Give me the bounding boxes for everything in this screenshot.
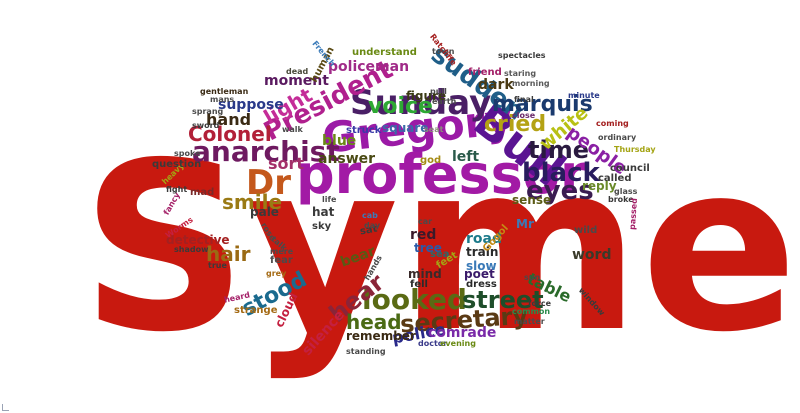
word-understand: understand (352, 47, 417, 58)
word-sense: sense (512, 193, 552, 207)
word-answer: answer (318, 151, 376, 167)
word-eyes: eyes (526, 176, 594, 206)
word-force: force (528, 299, 552, 308)
word-thursday: Thursday (614, 145, 656, 154)
word-called: called (598, 173, 632, 184)
word-mind: mind (408, 267, 442, 281)
word-gentleman: gentleman (200, 87, 249, 96)
word-glass: glass (614, 187, 638, 196)
word-minute: minute (568, 91, 600, 100)
word-detective: detective (166, 233, 230, 247)
word-dead: dead (286, 67, 309, 76)
word-blue: blue (322, 133, 357, 149)
word-coming: coming (596, 119, 629, 128)
word-dark: dark (478, 77, 514, 93)
word-god: god (420, 155, 442, 166)
word-question: question (152, 159, 202, 170)
word-mere: mere (270, 247, 294, 256)
word-spoke: spoke (174, 149, 201, 158)
word-broke: broke (608, 195, 634, 204)
word-sun: sun (524, 273, 541, 282)
word-life: life (322, 195, 337, 204)
word-mad: mad (190, 187, 215, 198)
word-dr: Dr (246, 163, 291, 203)
word-time: time (528, 136, 589, 164)
word-evening: evening (440, 339, 476, 348)
word-cried: cried (484, 112, 547, 137)
word-pull: pull (430, 87, 447, 96)
word-suppose: suppose (218, 97, 284, 113)
word-grey: grey (266, 269, 287, 278)
word-marquis: marquis (492, 92, 593, 117)
word-slow: slow (466, 259, 497, 273)
word-true: true (208, 261, 227, 270)
word-mr: Mr (516, 217, 534, 231)
word-sort: sort (268, 154, 305, 173)
word-black: black (522, 158, 600, 188)
word-remember: remember (346, 329, 416, 343)
word-fight: fight (166, 185, 188, 194)
word-fell: fell (410, 279, 428, 290)
word-strange: strange (234, 305, 278, 316)
word-earth: earth (432, 97, 457, 106)
word-colonel: Colonel (188, 122, 272, 146)
word-hair: hair (206, 242, 251, 266)
word-sea: sea (430, 249, 450, 260)
word-street: street (462, 286, 544, 314)
word-shadow: shadow (174, 245, 209, 254)
word-staring: staring (504, 69, 537, 78)
word-train: train (466, 245, 499, 259)
word-close: close (512, 111, 536, 120)
word-final: final (514, 95, 534, 104)
word-left: left (452, 149, 480, 165)
word-spectacles: spectacles (498, 51, 546, 60)
word-day: day (364, 221, 381, 230)
word-sprang: sprang (192, 107, 224, 116)
word-reply: reply (582, 179, 617, 193)
word-sky: sky (312, 221, 332, 232)
word-voice: voice (368, 94, 433, 119)
word-wild: wild (574, 225, 598, 236)
word-pale: pale (250, 205, 279, 219)
word-struck: struck (346, 125, 382, 136)
word-council: council (610, 163, 650, 174)
word-professor: professor (296, 143, 587, 206)
word-mans: mans (210, 95, 235, 104)
word-head: head (346, 310, 402, 334)
word-poet: poet (464, 267, 495, 281)
word-anarchist: anarchist (192, 135, 340, 168)
word-square: square (382, 121, 429, 135)
word-seat: seat (424, 125, 444, 134)
word-common: common (512, 307, 551, 316)
word-fear: fear (270, 255, 293, 266)
word-cab: cab (362, 211, 378, 220)
word-comrade: comrade (428, 325, 497, 341)
word-moment: moment (264, 73, 329, 89)
word-walk: walk (282, 125, 303, 134)
word-morning: morning (512, 79, 550, 88)
word-hand: hand (206, 110, 252, 129)
word-figure: figure (406, 89, 447, 103)
word-policeman: policeman (328, 59, 410, 75)
word-syme: Syme (80, 113, 798, 383)
word-road: road (466, 231, 502, 247)
word-tree: tree (414, 241, 442, 255)
corner-mark (2, 404, 9, 411)
word-car: car (418, 217, 433, 226)
word-word: word (572, 247, 612, 263)
word-standing: standing (346, 347, 386, 356)
word-looked: looked (362, 283, 467, 316)
word-dress: dress (466, 279, 497, 290)
word-sunday: Sunday (350, 83, 492, 123)
word-ordinary: ordinary (598, 133, 637, 142)
word-town: town (432, 47, 455, 56)
word-smile: smile (222, 190, 283, 214)
word-matter: matter (514, 317, 545, 326)
word-doctor: doctor (418, 339, 448, 348)
word-friend: friend (468, 67, 502, 78)
word-red: red (410, 227, 437, 243)
word-sword: sword (192, 121, 220, 130)
word-hat: hat (312, 205, 335, 219)
